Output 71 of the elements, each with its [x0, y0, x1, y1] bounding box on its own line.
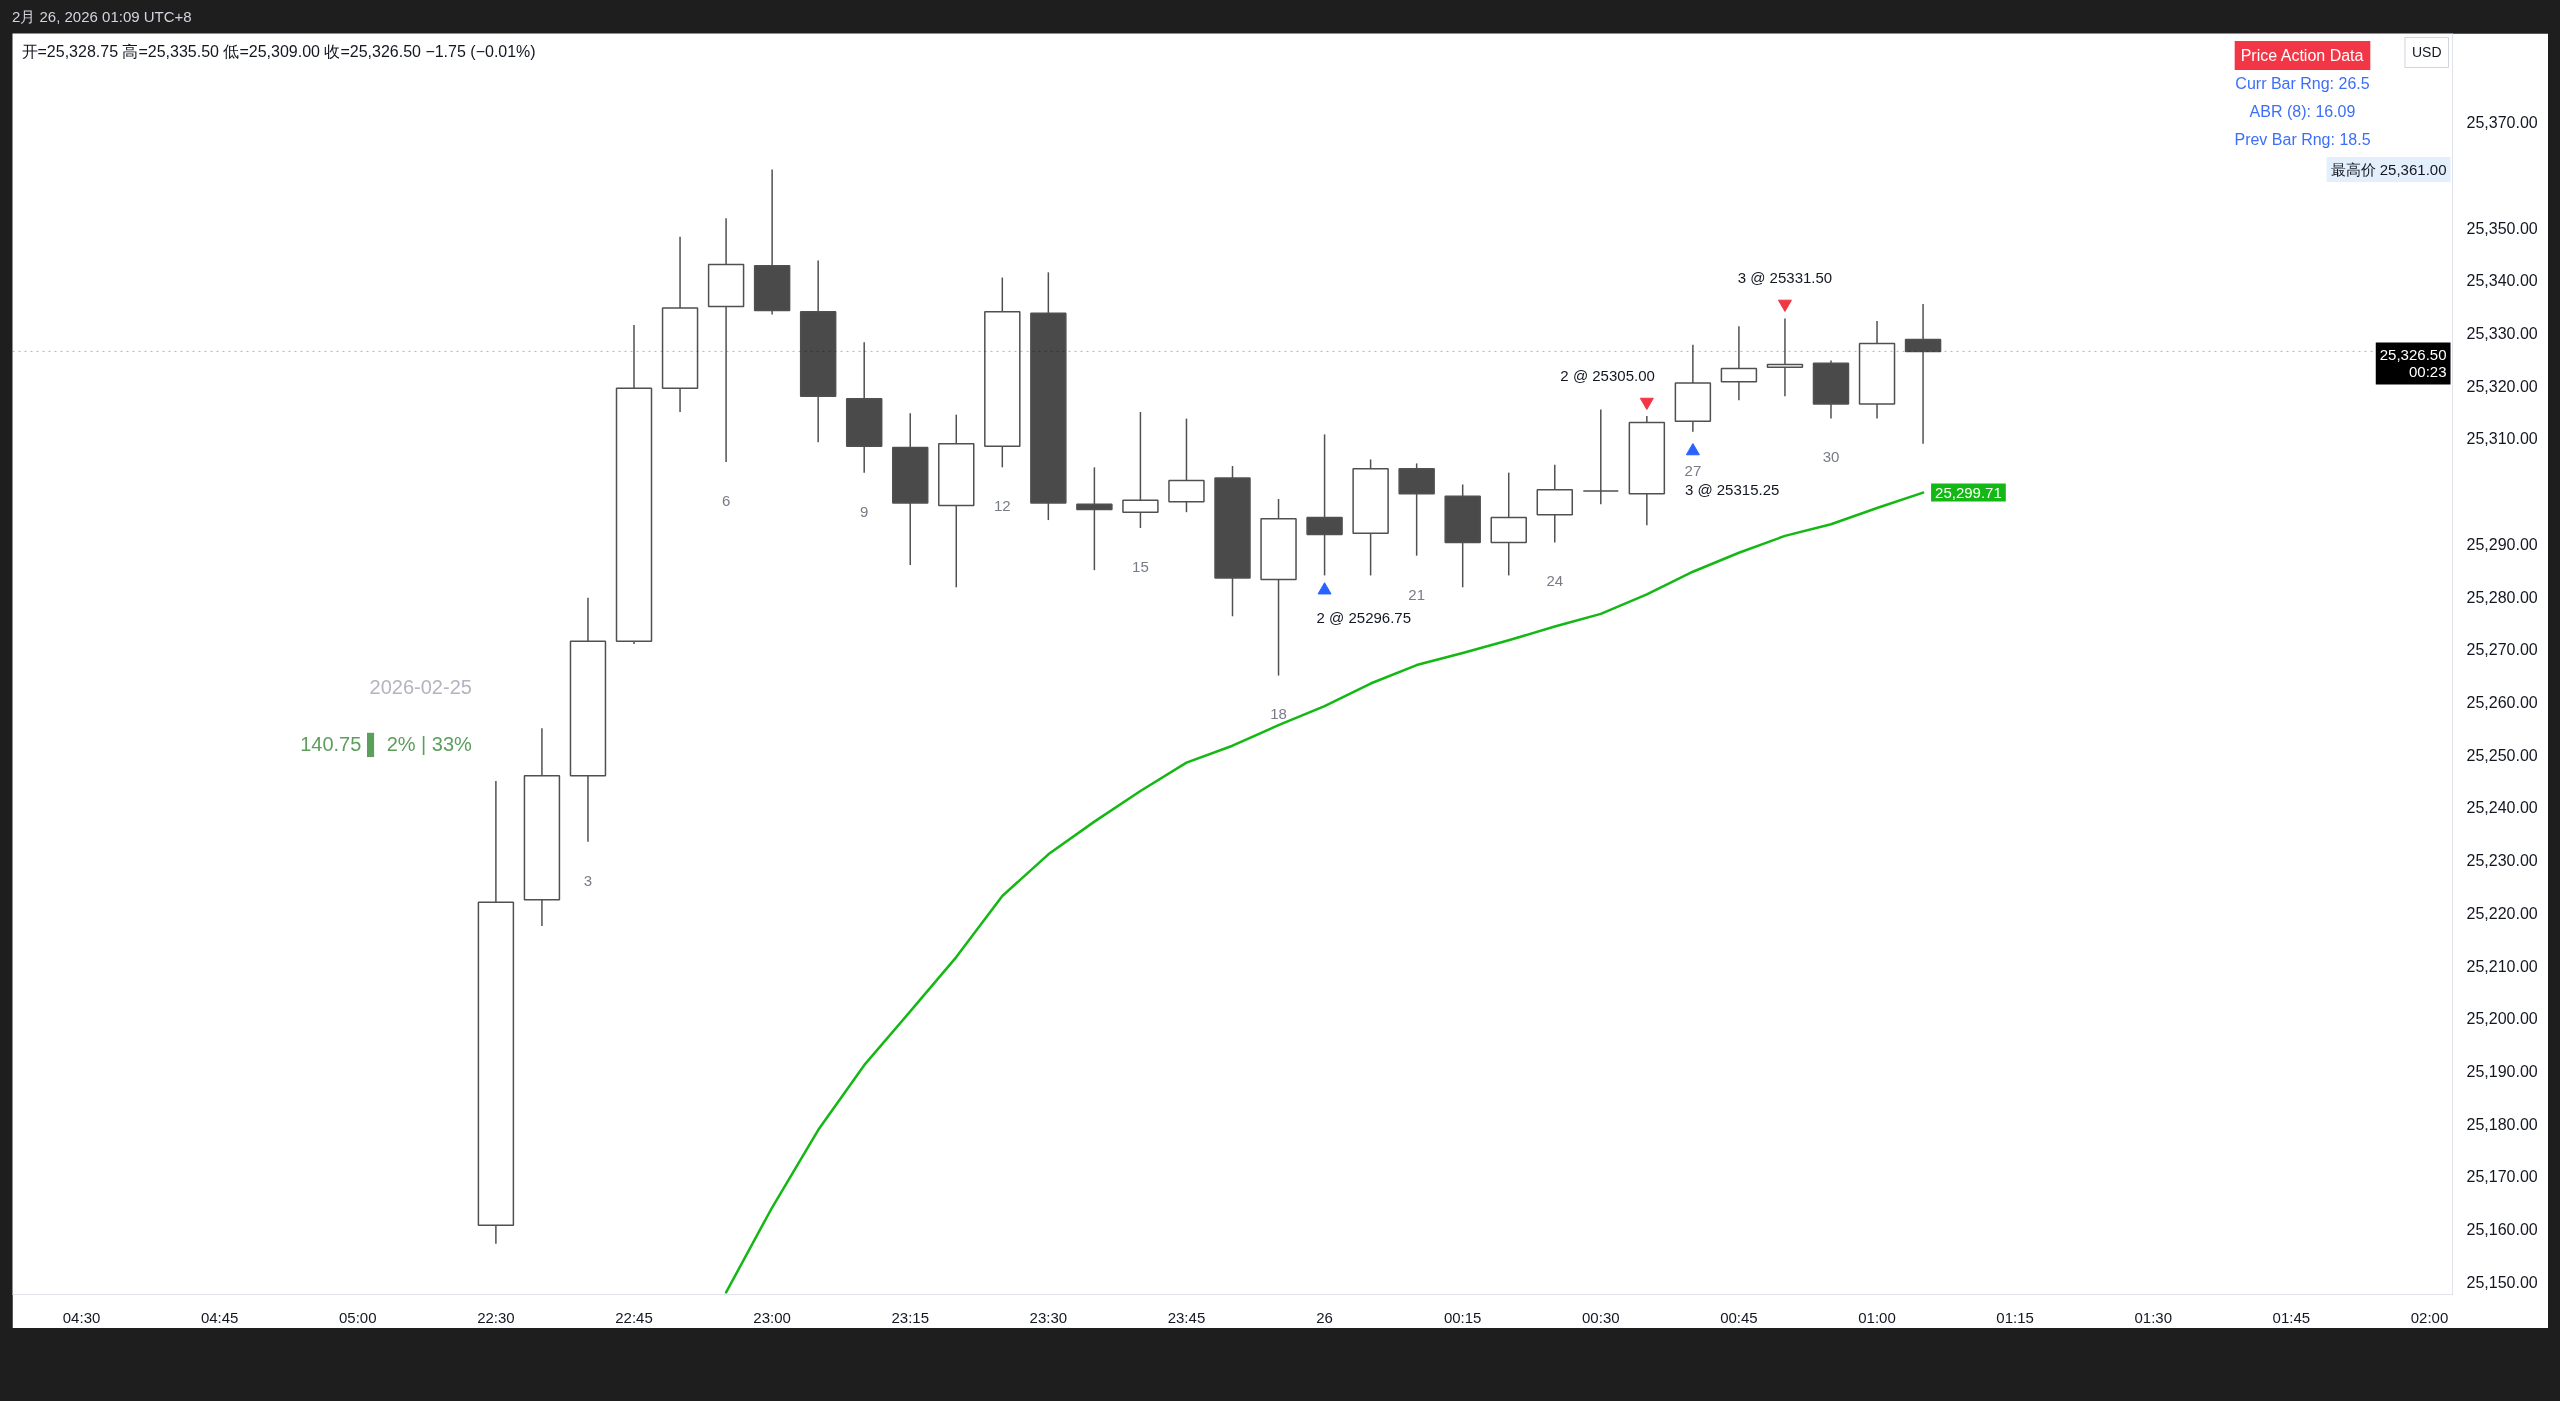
- text: 3: [583, 871, 593, 889]
- annotation: Prev Bar Rng: 18.5: [2234, 130, 2371, 148]
- x-tick-label: 22:30: [477, 1308, 515, 1326]
- y-tick-label: 25,370.00: [2466, 114, 2538, 132]
- y-tick-label: 25,250.00: [2466, 746, 2538, 764]
- y-tick-label: 25,220.00: [2466, 904, 2538, 922]
- data-label: 2 @ 25305.00: [1560, 366, 1655, 384]
- x-tick-label: 02:00: [2410, 1308, 2449, 1326]
- y-tick-label: 25,210.00: [2466, 957, 2538, 975]
- chart-subtitle: 2月 26, 2026 01:09 UTC+8: [12, 7, 192, 27]
- y-tick-label: 25,290.00: [2466, 535, 2538, 553]
- y-tick-label: 25,160.00: [2466, 1221, 2538, 1239]
- x-tick-label: 01:00: [1858, 1308, 1896, 1326]
- x-tick-label: 00:30: [1582, 1308, 1620, 1326]
- y-axis-title: USD: [2411, 44, 2442, 61]
- text: 12: [993, 497, 1011, 515]
- x-tick-label: 23:30: [1029, 1308, 1068, 1326]
- x-tick-label: 22:45: [615, 1308, 653, 1326]
- x-tick-label: 01:45: [2272, 1308, 2311, 1326]
- y-tick-label: 25,170.00: [2466, 1168, 2538, 1186]
- y-tick-label: 25,240.00: [2466, 799, 2538, 817]
- text: 15: [1132, 557, 1149, 575]
- annotation: ABR (8): 16.09: [2249, 102, 2356, 120]
- candlestick: [1904, 303, 1942, 445]
- x-tick-label: 23:00: [753, 1308, 791, 1326]
- ref-line-label: 25,326.50 00:23: [2379, 346, 2447, 381]
- y-tick-label: 25,200.00: [2466, 1010, 2538, 1028]
- text: 9: [860, 502, 869, 520]
- data-label: 3 @ 25331.50: [1737, 268, 1833, 286]
- data-label: 2 @ 25296.75: [1316, 608, 1412, 626]
- x-tick-label: 05:00: [339, 1308, 377, 1326]
- annotation: 2026-02-25: [369, 676, 472, 699]
- text: 24: [1546, 572, 1564, 590]
- y-tick-label: 25,310.00: [2466, 430, 2538, 448]
- y-tick-label: 25,320.00: [2466, 377, 2538, 395]
- y-tick-label: 25,180.00: [2466, 1115, 2538, 1133]
- y-tick-label: 25,330.00: [2466, 324, 2538, 342]
- text: 30: [1822, 448, 1840, 466]
- text: 21: [1408, 585, 1425, 603]
- text: 18: [1270, 705, 1287, 723]
- annotation: Price Action Data: [2240, 46, 2364, 64]
- x-tick-label: 01:15: [1996, 1308, 2034, 1326]
- data-label: 25,299.71: [1935, 483, 2002, 501]
- y-tick-label: 25,340.00: [2466, 272, 2538, 290]
- x-tick-label: 23:15: [891, 1308, 930, 1326]
- annotation: 140.75 ▌ 2% | 33%: [300, 732, 473, 759]
- x-tick-label: 26: [1316, 1308, 1333, 1326]
- candlestick: [1766, 317, 1804, 397]
- x-tick-label: 04:45: [200, 1308, 239, 1326]
- candlestick: [1122, 411, 1159, 529]
- candlestick: [1306, 433, 1343, 577]
- x-tick-label: 00:15: [1443, 1308, 1482, 1326]
- y-tick-label: 25,150.00: [2466, 1273, 2538, 1291]
- text: 开=25,328.75 高=25,335.50 低=25,309.00 收=25,326.50 −1.75 (−0.01%): [21, 42, 536, 60]
- x-tick-label: 23:45: [1167, 1308, 1206, 1326]
- annotation: Curr Bar Rng: 26.5: [2235, 74, 2370, 92]
- data-label: 3 @ 25315.25: [1684, 481, 1780, 499]
- y-tick-label: 25,350.00: [2466, 219, 2538, 237]
- y-tick-label: 25,270.00: [2466, 641, 2538, 659]
- y-tick-label: 25,280.00: [2466, 588, 2538, 606]
- y-tick-label: 25,260.00: [2466, 693, 2538, 711]
- x-tick-label: 01:30: [2134, 1308, 2173, 1326]
- x-tick-label: 00:45: [1720, 1308, 1758, 1326]
- x-tick-label: 04:30: [62, 1308, 101, 1326]
- y-tick-label: 25,190.00: [2466, 1062, 2538, 1080]
- text: 27: [1684, 461, 1702, 479]
- candlestick: [1076, 466, 1113, 571]
- annotation: 最高价 25,361.00: [2330, 161, 2447, 179]
- candlestick: [1582, 408, 1620, 506]
- text: 6: [721, 491, 731, 509]
- y-tick-label: 25,230.00: [2466, 852, 2538, 870]
